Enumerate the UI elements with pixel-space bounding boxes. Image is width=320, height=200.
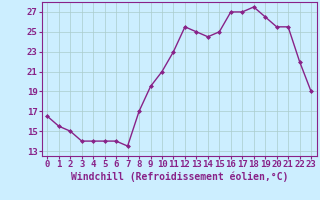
X-axis label: Windchill (Refroidissement éolien,°C): Windchill (Refroidissement éolien,°C)	[70, 172, 288, 182]
